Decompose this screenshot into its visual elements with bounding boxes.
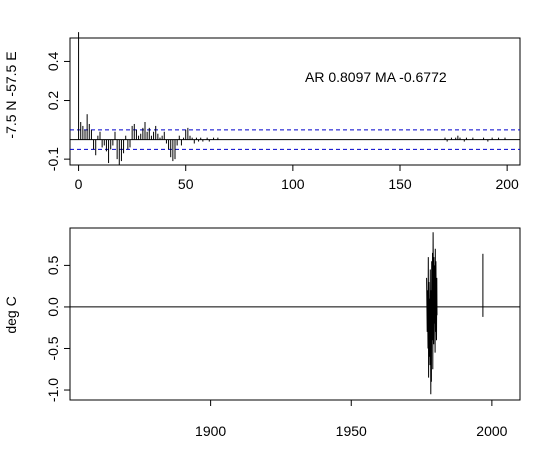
acf-x-tick-label: 50 [178, 176, 194, 192]
acf-spikes [78, 32, 506, 165]
temperature-panel: 1900 1950 2000 -1.0 -0.5 0.0 0.5 deg C [3, 227, 521, 439]
acf-panel: 0 50 100 150 200 -0.1 0.2 0.4 AR 0.8097 MA -0.… [3, 32, 521, 192]
temperature-y-axis-label: deg C [3, 296, 19, 333]
temperature-x-tick-label: 2000 [476, 423, 507, 439]
temperature-series [426, 232, 484, 395]
temperature-plot-frame [69, 227, 521, 401]
temperature-x-tick-label: 1900 [195, 423, 226, 439]
acf-y-tick-label: 0.2 [45, 91, 61, 111]
temperature-x-axis: 1900 1950 2000 [195, 400, 508, 439]
temperature-y-tick-label: -0.5 [45, 336, 61, 360]
acf-x-tick-label: 0 [75, 176, 83, 192]
temperature-y-tick-label: 0.5 [45, 255, 61, 275]
temperature-x-tick-label: 1950 [336, 423, 367, 439]
acf-x-tick-label: 200 [495, 176, 519, 192]
acf-y-axis: -0.1 0.2 0.4 [45, 52, 70, 171]
acf-y-axis-label: -7.5 N -57.5 E [3, 51, 19, 138]
acf-y-tick-label: 0.4 [45, 52, 61, 72]
acf-plot-frame [69, 37, 521, 166]
acf-x-tick-label: 100 [281, 176, 305, 192]
acf-y-tick-label: -0.1 [45, 147, 61, 171]
temperature-y-axis: -1.0 -0.5 0.0 0.5 [45, 255, 70, 402]
temperature-line [426, 232, 438, 395]
acf-model-annotation: AR 0.8097 MA -0.6772 [305, 69, 447, 85]
temperature-y-tick-label: 0.0 [45, 297, 61, 317]
acf-x-axis: 0 50 100 150 200 [75, 165, 519, 192]
acf-x-tick-label: 150 [388, 176, 412, 192]
temperature-y-tick-label: -1.0 [45, 378, 61, 402]
